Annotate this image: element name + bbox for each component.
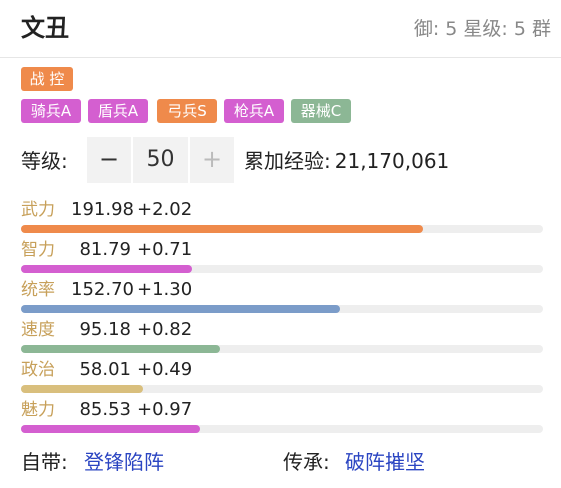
level-increase-button[interactable]: + (190, 137, 234, 183)
exp-label: 累加经验: (244, 149, 331, 173)
stat-value: 191.98 (71, 199, 134, 220)
inherit-skill-link[interactable]: 破阵摧坚 (345, 450, 425, 474)
stat-row-command: 统率 152.70 +1.30 (21, 279, 543, 319)
stat-bonus: +0.71 (137, 239, 193, 260)
stat-row-force: 武力 191.98 +2.02 (21, 199, 543, 239)
stat-value: 152.70 (71, 279, 134, 300)
stat-bar-fill (21, 225, 423, 233)
general-header: 文丑 御: 5 星级: 5 群 (0, 0, 561, 58)
stat-bar-fill (21, 345, 220, 353)
stat-bar-fill (21, 265, 192, 273)
stat-row-speed: 速度 95.18 +0.82 (21, 319, 543, 359)
stat-bar-track (21, 265, 543, 273)
general-meta: 御: 5 星级: 5 群 (413, 18, 551, 40)
stat-bonus: +0.97 (137, 399, 193, 420)
inherit-skill-label: 传承: (283, 450, 330, 474)
stat-label: 政治 (21, 360, 55, 380)
stat-bar-track (21, 225, 543, 233)
level-decrease-button[interactable]: − (87, 137, 131, 183)
aptitude-tag-archer: 弓兵S (157, 99, 217, 123)
stat-label: 统率 (21, 280, 55, 300)
innate-skill-label: 自带: (21, 450, 68, 474)
aptitude-tag-cavalry: 骑兵A (21, 99, 81, 123)
stat-bonus: +0.49 (137, 359, 193, 380)
stat-bar-track (21, 385, 543, 393)
stat-label: 智力 (21, 240, 55, 260)
exp-value: 21,170,061 (334, 149, 450, 173)
general-name: 文丑 (21, 14, 69, 42)
stat-row-charisma: 魅力 85.53 +0.97 (21, 399, 543, 439)
stat-value: 81.79 (79, 239, 131, 260)
stat-bar-fill (21, 305, 340, 313)
stat-bar-track (21, 425, 543, 433)
aptitude-tag-shield: 盾兵A (88, 99, 148, 123)
stat-bonus: +0.82 (137, 319, 193, 340)
aptitude-tag-spear: 枪兵A (224, 99, 284, 123)
type-tag: 战 控 (21, 67, 73, 91)
accumulated-exp: 累加经验: 21,170,061 (244, 148, 449, 174)
stat-label: 魅力 (21, 400, 55, 420)
innate-skill-link[interactable]: 登锋陷阵 (84, 450, 164, 474)
stat-bonus: +1.30 (137, 279, 193, 300)
stat-bar-track (21, 345, 543, 353)
stat-bar-fill (21, 425, 200, 433)
level-value[interactable]: 50 (133, 137, 188, 183)
stat-bar-track (21, 305, 543, 313)
stat-row-intelligence: 智力 81.79 +0.71 (21, 239, 543, 279)
stat-row-politics: 政治 58.01 +0.49 (21, 359, 543, 399)
level-label: 等级: (21, 149, 68, 173)
stat-value: 85.53 (79, 399, 131, 420)
aptitude-tag-siege: 器械C (291, 99, 351, 123)
stat-value: 95.18 (79, 319, 131, 340)
stat-bar-fill (21, 385, 143, 393)
stat-bonus: +2.02 (137, 199, 193, 220)
stat-label: 速度 (21, 320, 55, 340)
stat-label: 武力 (21, 200, 55, 220)
stat-value: 58.01 (79, 359, 131, 380)
